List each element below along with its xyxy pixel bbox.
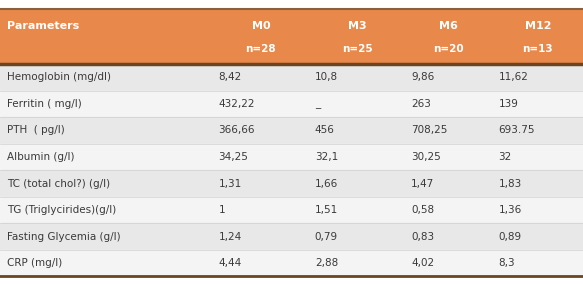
Text: Fasting Glycemia (g/l): Fasting Glycemia (g/l) <box>7 232 121 242</box>
Text: 1,24: 1,24 <box>219 232 242 242</box>
Text: _: _ <box>315 99 320 109</box>
Text: M3: M3 <box>348 21 366 31</box>
Text: M0: M0 <box>252 21 270 31</box>
Text: 366,66: 366,66 <box>219 125 255 135</box>
Text: 432,22: 432,22 <box>219 99 255 109</box>
Text: TC (total chol?) (g/l): TC (total chol?) (g/l) <box>7 179 110 189</box>
Bar <box>0 144 583 170</box>
Text: n=13: n=13 <box>522 44 553 54</box>
Text: M12: M12 <box>525 21 551 31</box>
Text: TG (Triglycirides)(g/l): TG (Triglycirides)(g/l) <box>7 205 116 215</box>
Bar <box>0 223 583 250</box>
Text: 9,86: 9,86 <box>411 72 434 82</box>
Text: 1,47: 1,47 <box>411 179 434 189</box>
Bar <box>0 170 583 197</box>
Text: 11,62: 11,62 <box>498 72 528 82</box>
Text: 4,02: 4,02 <box>411 258 434 268</box>
Text: 456: 456 <box>315 125 335 135</box>
Text: 34,25: 34,25 <box>219 152 248 162</box>
Text: n=25: n=25 <box>342 44 373 54</box>
Text: Hemoglobin (mg/dl): Hemoglobin (mg/dl) <box>7 72 111 82</box>
Text: n=28: n=28 <box>245 44 276 54</box>
Text: 708,25: 708,25 <box>411 125 447 135</box>
Text: 1,83: 1,83 <box>498 179 522 189</box>
Text: 1,36: 1,36 <box>498 205 522 215</box>
Text: 32,1: 32,1 <box>315 152 338 162</box>
Text: CRP (mg/l): CRP (mg/l) <box>7 258 62 268</box>
Text: n=20: n=20 <box>434 44 464 54</box>
Text: 0,89: 0,89 <box>498 232 522 242</box>
Text: PTH  ( pg/l): PTH ( pg/l) <box>7 125 65 135</box>
Text: 10,8: 10,8 <box>315 72 338 82</box>
Bar <box>0 91 583 117</box>
Text: 1,51: 1,51 <box>315 205 338 215</box>
Text: 1,31: 1,31 <box>219 179 242 189</box>
Text: 32: 32 <box>498 152 512 162</box>
Bar <box>0 250 583 276</box>
Bar <box>0 64 583 91</box>
Bar <box>0 117 583 144</box>
Text: Albumin (g/l): Albumin (g/l) <box>7 152 75 162</box>
Text: 0,83: 0,83 <box>411 232 434 242</box>
Text: 30,25: 30,25 <box>411 152 441 162</box>
Text: Parameters: Parameters <box>7 21 79 31</box>
Text: 8,42: 8,42 <box>219 72 242 82</box>
Text: Ferritin ( mg/l): Ferritin ( mg/l) <box>7 99 82 109</box>
Text: 2,88: 2,88 <box>315 258 338 268</box>
Text: 1,66: 1,66 <box>315 179 338 189</box>
Text: 693.75: 693.75 <box>498 125 535 135</box>
Text: 1: 1 <box>219 205 225 215</box>
Text: M6: M6 <box>440 21 458 31</box>
Text: 139: 139 <box>498 99 518 109</box>
Text: 0,58: 0,58 <box>411 205 434 215</box>
Text: 0,79: 0,79 <box>315 232 338 242</box>
Text: 263: 263 <box>411 99 431 109</box>
Bar <box>0 9 583 64</box>
Text: 8,3: 8,3 <box>498 258 515 268</box>
Text: 4,44: 4,44 <box>219 258 242 268</box>
Bar <box>0 197 583 223</box>
